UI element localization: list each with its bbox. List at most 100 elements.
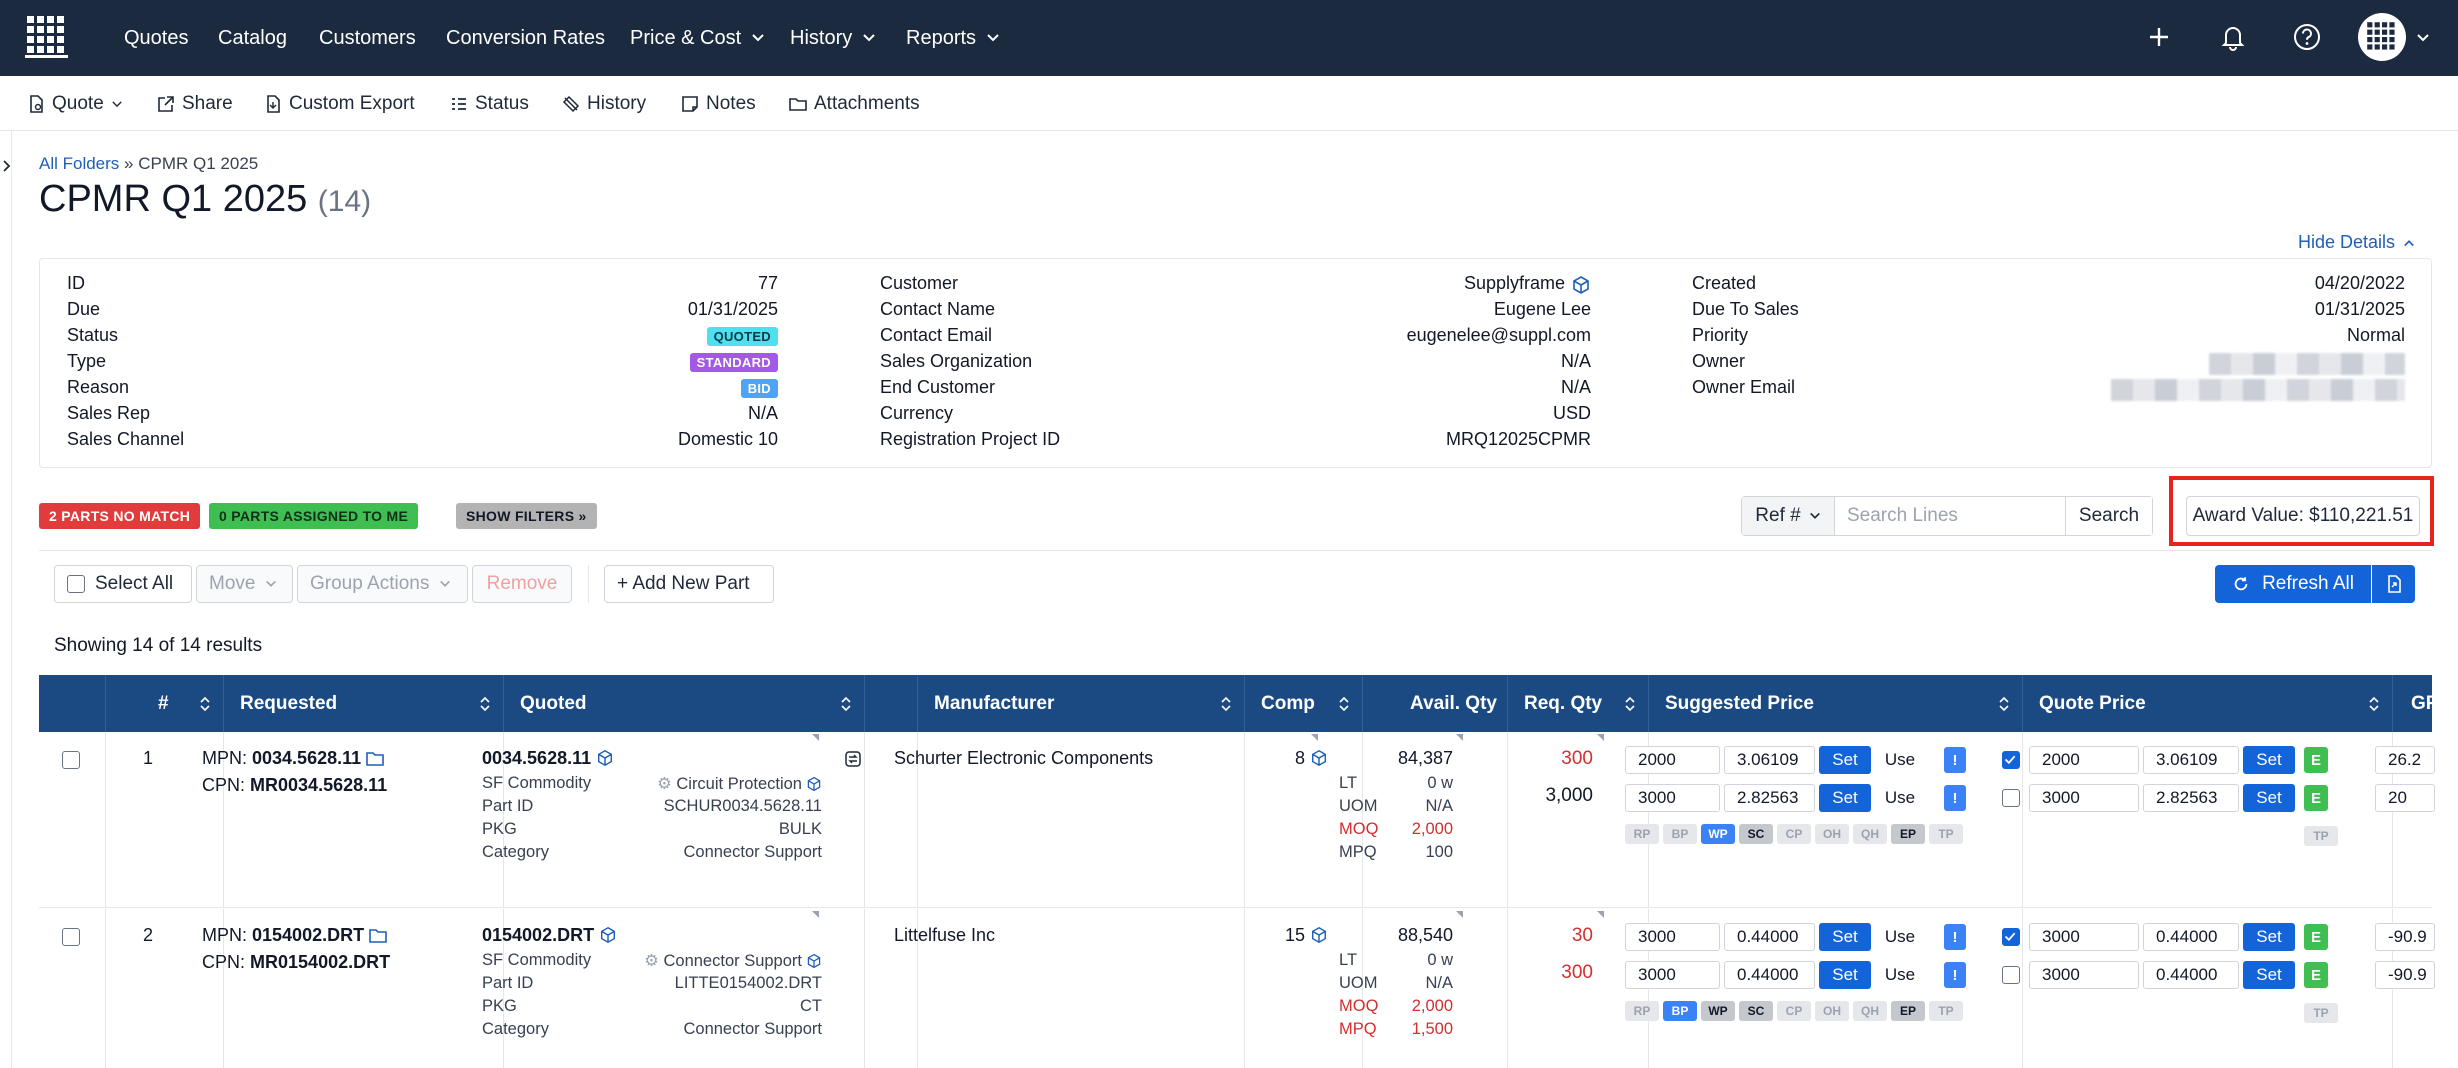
price-chip-sc[interactable]: SC (1739, 824, 1773, 844)
notes-button[interactable]: Notes (680, 76, 756, 131)
quote-qty-input[interactable]: 3000 (2029, 961, 2139, 989)
quote-price-checkbox[interactable] (2002, 928, 2020, 946)
gp-input[interactable]: 26.2 (2375, 746, 2435, 774)
col-req-qty[interactable]: Req. Qty (1508, 675, 1649, 732)
group-actions-dropdown[interactable]: Group Actions (297, 565, 468, 603)
price-chip-sc[interactable]: SC (1739, 1001, 1773, 1021)
cube-icon[interactable] (806, 776, 822, 792)
row-checkbox[interactable] (62, 928, 80, 946)
parts-no-match-badge[interactable]: 2 PARTS NO MATCH (39, 503, 201, 529)
price-chip-tp[interactable]: TP (1929, 1001, 1963, 1021)
suggested-qty-input[interactable]: 3000 (1625, 961, 1720, 989)
add-new-part-button[interactable]: + Add New Part (604, 565, 774, 603)
price-chip-bp[interactable]: BP (1663, 824, 1697, 844)
price-chip-wp[interactable]: WP (1701, 1001, 1735, 1021)
chevron-down-icon[interactable] (2416, 31, 2430, 45)
row-checkbox[interactable] (62, 751, 80, 769)
suggested-qty-input[interactable]: 2000 (1625, 746, 1720, 774)
suggested-price-input[interactable]: 3.06109 (1724, 746, 1815, 774)
price-chip-rp[interactable]: RP (1625, 1001, 1659, 1021)
app-logo-icon[interactable] (24, 13, 70, 59)
suggested-alert-icon[interactable]: ! (1944, 747, 1966, 773)
avatar[interactable] (2358, 13, 2406, 61)
suggested-alert-icon[interactable]: ! (1944, 924, 1966, 950)
col-suggested-price[interactable]: Suggested Price (1649, 675, 2023, 732)
nav-reports[interactable]: Reports (906, 0, 1000, 76)
quote-edit-button[interactable]: E (2304, 747, 2328, 773)
cube-icon[interactable] (1571, 275, 1591, 295)
quoted-part-number[interactable]: 0154002.DRT (482, 925, 617, 946)
breadcrumb-all-folders[interactable]: All Folders (39, 154, 120, 173)
suggested-use-button[interactable]: Use (1884, 788, 1916, 807)
bell-icon[interactable] (2216, 20, 2250, 54)
attachments-button[interactable]: Attachments (788, 76, 920, 131)
price-chip-oh[interactable]: OH (1815, 824, 1849, 844)
cube-icon[interactable] (1310, 749, 1328, 767)
search-button[interactable]: Search (2065, 497, 2152, 535)
sidebar-toggle[interactable] (0, 131, 12, 1068)
col-avail-qty[interactable]: Avail. Qty (1363, 675, 1508, 732)
folder-icon[interactable] (369, 927, 387, 943)
quote-price-checkbox[interactable] (2002, 966, 2020, 984)
price-chip-ep[interactable]: EP (1891, 1001, 1925, 1021)
export-options-button[interactable] (2372, 565, 2415, 603)
price-chip-tp[interactable]: TP (2304, 1003, 2338, 1023)
suggested-price-input[interactable]: 0.44000 (1724, 961, 1815, 989)
suggested-price-input[interactable]: 2.82563 (1724, 784, 1815, 812)
price-chip-wp[interactable]: WP (1701, 824, 1735, 844)
cube-icon[interactable] (1310, 926, 1328, 944)
nav-customers[interactable]: Customers (319, 27, 416, 49)
folder-icon[interactable] (366, 750, 384, 766)
quoted-part-number[interactable]: 0034.5628.11 (482, 748, 614, 769)
quote-price-input[interactable]: 3.06109 (2143, 746, 2239, 774)
comp-count[interactable]: 15 (1221, 925, 1328, 946)
cube-icon[interactable] (596, 749, 614, 767)
col-manufacturer[interactable]: Manufacturer (918, 675, 1245, 732)
suggested-qty-input[interactable]: 3000 (1625, 923, 1720, 951)
col-num[interactable]: # (106, 675, 224, 732)
quote-qty-input[interactable]: 2000 (2029, 746, 2139, 774)
suggested-alert-icon[interactable]: ! (1944, 962, 1966, 988)
quote-price-checkbox[interactable] (2002, 751, 2020, 769)
quote-edit-button[interactable]: E (2304, 962, 2328, 988)
suggested-alert-icon[interactable]: ! (1944, 785, 1966, 811)
quote-edit-button[interactable]: E (2304, 924, 2328, 950)
gp-input[interactable]: -90.9 (2375, 923, 2435, 951)
gp-input[interactable]: -90.9 (2375, 961, 2435, 989)
price-chip-cp[interactable]: CP (1777, 1001, 1811, 1021)
quote-menu-button[interactable]: Quote (26, 76, 124, 131)
history-button[interactable]: History (561, 76, 646, 131)
price-chip-cp[interactable]: CP (1777, 824, 1811, 844)
quote-qty-input[interactable]: 3000 (2029, 784, 2139, 812)
suggested-set-button[interactable]: Set (1819, 961, 1871, 989)
quote-set-button[interactable]: Set (2243, 746, 2295, 774)
quote-price-input[interactable]: 2.82563 (2143, 784, 2239, 812)
search-input[interactable] (1835, 497, 2065, 535)
col-gp[interactable]: GP (2411, 692, 2439, 714)
col-comp[interactable]: Comp (1245, 675, 1363, 732)
ref-select[interactable]: Ref # (1742, 497, 1835, 535)
cube-icon[interactable] (599, 926, 617, 944)
nav-catalog[interactable]: Catalog (218, 27, 287, 49)
suggested-use-button[interactable]: Use (1884, 927, 1916, 946)
col-requested[interactable]: Requested (224, 675, 504, 732)
share-button[interactable]: Share (156, 76, 233, 131)
cube-icon[interactable] (806, 953, 822, 969)
status-button[interactable]: Status (449, 76, 529, 131)
quote-edit-button[interactable]: E (2304, 785, 2328, 811)
quote-qty-input[interactable]: 3000 (2029, 923, 2139, 951)
custom-export-button[interactable]: Custom Export (263, 76, 415, 131)
help-icon[interactable] (2290, 20, 2324, 54)
quote-price-checkbox[interactable] (2002, 789, 2020, 807)
quote-set-button[interactable]: Set (2243, 784, 2295, 812)
quote-set-button[interactable]: Set (2243, 961, 2295, 989)
plus-icon[interactable] (2142, 20, 2176, 54)
suggested-use-button[interactable]: Use (1884, 750, 1916, 769)
nav-price-cost[interactable]: Price & Cost (630, 0, 765, 76)
suggested-qty-input[interactable]: 3000 (1625, 784, 1720, 812)
match-icon[interactable] (843, 749, 863, 769)
hide-details-toggle[interactable]: Hide Details (2298, 232, 2415, 253)
quote-price-input[interactable]: 0.44000 (2143, 923, 2239, 951)
checkbox[interactable] (67, 575, 85, 593)
remove-button[interactable]: Remove (472, 565, 572, 603)
